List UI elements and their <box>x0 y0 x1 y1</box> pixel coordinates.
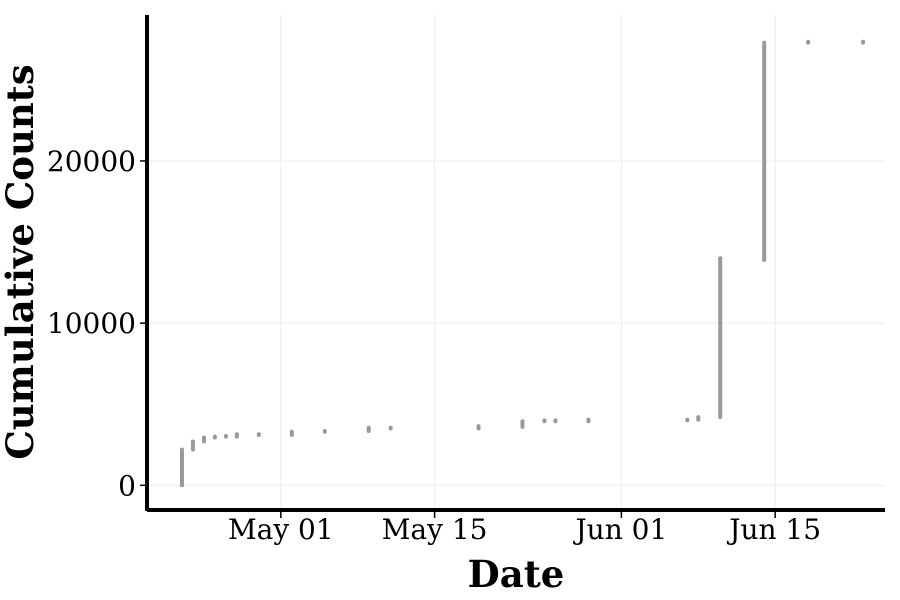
y-tick-label-0: 0 <box>118 469 136 502</box>
data-points <box>179 39 866 488</box>
x-tick-label-3: Jun 15 <box>726 513 821 546</box>
grid-lines <box>149 15 885 508</box>
x-tick-label-0: May 01 <box>228 513 334 546</box>
x-tick-labels: May 01 May 15 Jun 01 Jun 15 <box>228 511 821 546</box>
y-axis-title: Cumulative Counts <box>0 64 42 459</box>
x-tick-label-2: Jun 01 <box>572 513 667 546</box>
y-tick-labels: 0 10000 20000 <box>47 145 147 502</box>
x-tick-label-1: May 15 <box>382 513 488 546</box>
y-tick-label-2: 20000 <box>47 145 136 178</box>
y-tick-label-1: 10000 <box>47 307 136 340</box>
x-axis-title: Date <box>468 552 565 596</box>
